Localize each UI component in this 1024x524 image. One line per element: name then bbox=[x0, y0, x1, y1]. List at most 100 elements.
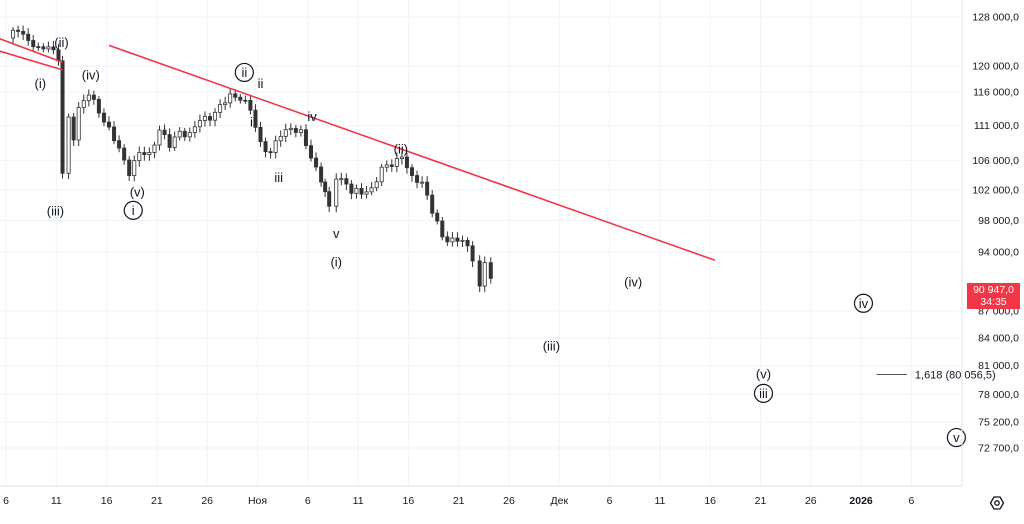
candle[interactable] bbox=[202, 111, 207, 127]
candle[interactable] bbox=[107, 116, 112, 131]
candle[interactable] bbox=[248, 94, 253, 115]
candle[interactable] bbox=[460, 235, 465, 248]
candle[interactable] bbox=[137, 146, 142, 167]
candle[interactable] bbox=[132, 155, 137, 182]
wave-label[interactable]: ii bbox=[234, 62, 254, 83]
candle[interactable] bbox=[26, 28, 31, 46]
candle[interactable] bbox=[334, 173, 339, 213]
wave-label[interactable]: (i) bbox=[330, 254, 342, 269]
candle[interactable] bbox=[243, 95, 248, 104]
candle[interactable] bbox=[51, 40, 56, 55]
price-axis[interactable]: 128 000,0 120 000,0 116 000,0 111 000,0 106 … bbox=[972, 11, 1019, 454]
candle[interactable] bbox=[425, 176, 430, 200]
candle[interactable] bbox=[384, 160, 389, 172]
candle[interactable] bbox=[46, 41, 51, 53]
wave-label[interactable]: (iv) bbox=[82, 68, 100, 83]
candle[interactable] bbox=[349, 180, 354, 200]
candle[interactable] bbox=[86, 89, 91, 107]
candle[interactable] bbox=[374, 176, 379, 192]
wave-label[interactable]: ii bbox=[258, 76, 264, 91]
candle[interactable] bbox=[430, 189, 435, 218]
candle[interactable] bbox=[192, 120, 197, 138]
candle[interactable] bbox=[152, 141, 157, 159]
candle[interactable] bbox=[364, 185, 369, 199]
wave-label[interactable]: (v) bbox=[756, 367, 771, 382]
candle[interactable] bbox=[344, 173, 349, 191]
wave-label[interactable]: v bbox=[333, 226, 340, 241]
trendline[interactable] bbox=[0, 36, 63, 64]
candle[interactable] bbox=[323, 178, 328, 197]
candle[interactable] bbox=[81, 94, 86, 114]
candle[interactable] bbox=[122, 144, 127, 165]
candle[interactable] bbox=[379, 163, 384, 186]
trendlines[interactable] bbox=[0, 36, 716, 262]
candle[interactable] bbox=[293, 124, 298, 138]
candle[interactable] bbox=[283, 123, 288, 143]
candle[interactable] bbox=[66, 113, 71, 180]
wave-label[interactable]: iii bbox=[753, 383, 774, 403]
candle[interactable] bbox=[112, 121, 117, 145]
candle[interactable] bbox=[482, 256, 487, 292]
wave-label[interactable]: (iv) bbox=[624, 274, 642, 289]
wave-label[interactable]: iv bbox=[307, 109, 317, 124]
candle[interactable] bbox=[60, 55, 65, 179]
candle[interactable] bbox=[207, 112, 212, 127]
wave-label[interactable]: v bbox=[946, 427, 966, 448]
candle[interactable] bbox=[213, 108, 218, 127]
candle[interactable] bbox=[440, 216, 445, 241]
candle[interactable] bbox=[389, 159, 394, 172]
candle[interactable] bbox=[177, 127, 182, 141]
candle[interactable] bbox=[303, 124, 308, 150]
wave-label[interactable]: iv bbox=[853, 293, 874, 313]
wave-label[interactable]: i bbox=[123, 200, 143, 220]
candle[interactable] bbox=[36, 42, 41, 51]
wave-label[interactable]: (i) bbox=[35, 76, 47, 91]
candle[interactable] bbox=[308, 139, 313, 162]
candle[interactable] bbox=[450, 232, 455, 247]
candle[interactable] bbox=[96, 96, 101, 118]
candle[interactable] bbox=[415, 170, 420, 189]
wave-label[interactable]: iii bbox=[274, 170, 283, 185]
wave-label[interactable]: (iii) bbox=[47, 204, 64, 219]
trendline[interactable] bbox=[0, 49, 63, 71]
candle[interactable] bbox=[420, 176, 425, 188]
candle[interactable] bbox=[162, 124, 167, 140]
candle[interactable] bbox=[278, 130, 283, 147]
candle[interactable] bbox=[91, 90, 96, 105]
candle[interactable] bbox=[298, 125, 303, 137]
candle[interactable] bbox=[157, 125, 162, 151]
candle[interactable] bbox=[167, 128, 172, 152]
candle[interactable] bbox=[147, 147, 152, 161]
candle[interactable] bbox=[238, 94, 243, 104]
wave-label[interactable]: (ii) bbox=[54, 35, 68, 50]
candle[interactable] bbox=[101, 108, 106, 127]
candle[interactable] bbox=[477, 255, 482, 293]
candle[interactable] bbox=[233, 89, 238, 102]
candle[interactable] bbox=[187, 127, 192, 142]
candle[interactable] bbox=[399, 151, 404, 165]
candle[interactable] bbox=[142, 146, 147, 161]
candle[interactable] bbox=[263, 137, 268, 158]
candle[interactable] bbox=[127, 156, 132, 181]
candle[interactable] bbox=[253, 104, 258, 133]
axis-settings-button[interactable] bbox=[985, 493, 1009, 513]
candle[interactable] bbox=[76, 102, 81, 147]
wave-label[interactable]: (v) bbox=[130, 185, 145, 200]
candle[interactable] bbox=[445, 231, 450, 246]
candle[interactable] bbox=[314, 152, 319, 172]
candle[interactable] bbox=[354, 184, 359, 199]
candle[interactable] bbox=[11, 27, 16, 45]
wave-label[interactable]: (iii) bbox=[543, 339, 560, 354]
fib-extension[interactable]: 1,618 (80 056,5) bbox=[876, 370, 996, 382]
candle[interactable] bbox=[268, 148, 273, 159]
wave-label[interactable]: i bbox=[250, 115, 253, 130]
candles[interactable] bbox=[11, 25, 493, 293]
candle[interactable] bbox=[197, 114, 202, 133]
candle[interactable] bbox=[117, 135, 122, 153]
candle[interactable] bbox=[488, 257, 493, 284]
candle[interactable] bbox=[394, 152, 399, 173]
time-axis[interactable]: 6 11 16 21 26 Ноя 6 11 16 21 26 Дек 6 11 16 21 26 2026 6 bbox=[3, 495, 914, 507]
candle[interactable] bbox=[21, 25, 26, 40]
